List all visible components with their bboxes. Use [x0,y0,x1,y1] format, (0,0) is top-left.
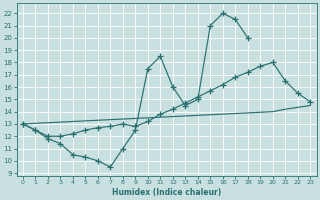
X-axis label: Humidex (Indice chaleur): Humidex (Indice chaleur) [112,188,221,197]
